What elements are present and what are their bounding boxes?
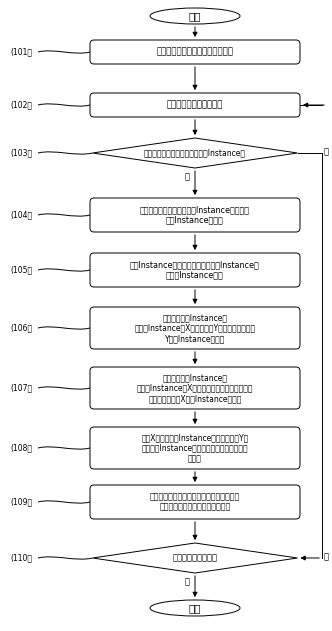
FancyBboxPatch shape — [90, 93, 300, 117]
Text: 单元是否含子单元阵列或实例（Instance）: 单元是否含子单元阵列或实例（Instance） — [144, 148, 246, 158]
Text: (108）: (108） — [10, 444, 32, 452]
Text: 按层次调用关系拓扑排序所有单元: 按层次调用关系拓扑排序所有单元 — [157, 47, 233, 57]
FancyBboxPatch shape — [90, 367, 300, 409]
FancyBboxPatch shape — [90, 427, 300, 469]
Text: (107）: (107） — [10, 384, 32, 392]
Text: 将子单元的阵列临时展开为Instance，保存到
临时Instance容器中: 将子单元的阵列临时展开为Instance，保存到 临时Instance容器中 — [140, 205, 250, 225]
Text: 依序逐个遍取Instance，
若前后Instance的X坐标相同、Y坐标不同，则构成
Y等跜Instance集合。: 依序逐个遍取Instance， 若前后Instance的X坐标相同、Y坐标不同，… — [134, 313, 256, 343]
Text: 删除子单元的原始阵列和原始实例，插入拼
接的子单元阵列和拼接成组的实例: 删除子单元的原始阵列和原始实例，插入拼 接的子单元阵列和拼接成组的实例 — [150, 492, 240, 512]
Text: 依序逐个遍取Instance，
若前后Instance的X坐标不同或已经遍历完最后一
个实例，则构造X等跜Instance集合。: 依序逐个遍取Instance， 若前后Instance的X坐标不同或已经遍历完最… — [137, 373, 253, 403]
Text: (102）: (102） — [10, 100, 32, 110]
FancyBboxPatch shape — [90, 40, 300, 64]
FancyBboxPatch shape — [90, 253, 300, 287]
Polygon shape — [93, 138, 297, 168]
Text: (106）: (106） — [10, 324, 32, 333]
Text: (103）: (103） — [10, 148, 32, 158]
Ellipse shape — [150, 8, 240, 24]
Text: 开始: 开始 — [189, 11, 201, 21]
Ellipse shape — [150, 600, 240, 616]
Text: 结束: 结束 — [189, 603, 201, 613]
Text: 是: 是 — [185, 172, 190, 181]
FancyBboxPatch shape — [90, 485, 300, 519]
Polygon shape — [93, 543, 297, 573]
Text: 否: 否 — [324, 148, 329, 156]
Text: (105）: (105） — [10, 266, 32, 274]
Text: 按拓扑序获取下一个单元: 按拓扑序获取下一个单元 — [167, 100, 223, 110]
FancyBboxPatch shape — [90, 307, 300, 349]
Text: 按照X方向等间跜Instance集合和其每行Y方
向等间跜Instance集合，创建拼接后的子单元
数阵列: 按照X方向等间跜Instance集合和其每行Y方 向等间跜Instance集合，… — [141, 433, 249, 463]
Text: 否: 否 — [185, 577, 190, 586]
Text: 按照Instance的放置点坐标，对临时Instance容
器中的Instance排序: 按照Instance的放置点坐标，对临时Instance容 器中的Instanc… — [130, 261, 260, 280]
FancyBboxPatch shape — [90, 198, 300, 232]
Text: (104）: (104） — [10, 211, 32, 220]
Text: (101）: (101） — [10, 47, 32, 57]
Text: (109）: (109） — [10, 497, 32, 507]
Text: 是否有未获取的单元: 是否有未获取的单元 — [173, 553, 217, 562]
Text: (110）: (110） — [10, 553, 32, 562]
Text: 是: 是 — [324, 553, 329, 562]
